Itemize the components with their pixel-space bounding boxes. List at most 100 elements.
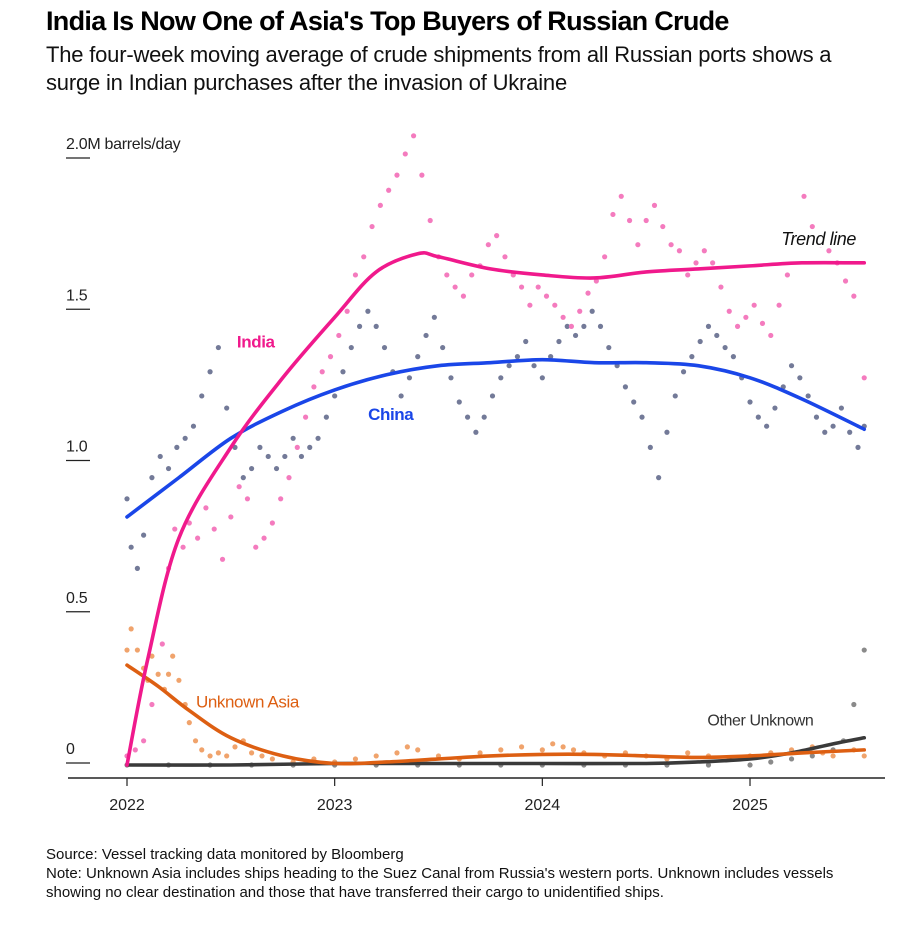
data-point [415, 354, 421, 360]
data-point [502, 254, 508, 260]
data-point [180, 544, 186, 550]
data-point [788, 756, 795, 762]
data-point [132, 747, 138, 753]
data-point [257, 444, 263, 450]
data-point [639, 414, 645, 420]
data-point [631, 399, 637, 405]
data-point [801, 193, 807, 199]
data-point [861, 647, 867, 653]
data-point [597, 323, 604, 329]
data-point [134, 647, 140, 653]
data-point [215, 750, 221, 756]
data-point [232, 744, 238, 750]
data-point [311, 384, 317, 390]
data-point [269, 756, 275, 762]
data-point [224, 405, 230, 411]
data-point [269, 520, 275, 526]
data-point [211, 526, 217, 532]
data-point [813, 414, 820, 420]
data-point [635, 242, 641, 248]
data-point [610, 211, 616, 218]
data-point [685, 750, 691, 756]
china-trend-line [125, 357, 867, 519]
data-point [365, 308, 371, 314]
data-point [539, 747, 545, 753]
data-point [518, 744, 525, 750]
chart-title: India Is Now One of Asia's Top Buyers of… [46, 6, 729, 36]
data-point [431, 314, 437, 320]
x-tick-label: 2025 [732, 797, 768, 814]
data-point [394, 172, 400, 178]
data-point [344, 308, 350, 314]
data-point [743, 314, 749, 320]
data-point [830, 753, 836, 759]
data-point [473, 429, 479, 435]
data-point [332, 393, 338, 399]
data-point [448, 375, 454, 381]
data-point [452, 284, 458, 290]
data-point [851, 701, 857, 708]
data-point [759, 320, 766, 326]
chart-area: 00.51.01.52.0M barrels/day 2022 2023 2024 2… [66, 133, 885, 814]
data-point [369, 223, 375, 230]
data-point [207, 753, 213, 759]
data-point [548, 354, 554, 360]
data-point [406, 375, 413, 381]
data-point [602, 254, 608, 260]
data-point [539, 375, 545, 381]
data-point [570, 747, 577, 753]
scatter-dots [124, 133, 867, 768]
data-point [676, 248, 683, 254]
other-unknown-label: Other Unknown [707, 713, 813, 730]
data-point [273, 465, 280, 472]
data-point [302, 414, 309, 420]
data-point [199, 393, 205, 399]
x-tick-label: 2022 [109, 797, 145, 814]
data-point [186, 720, 192, 726]
data-point [581, 323, 587, 329]
data-point [373, 753, 379, 759]
data-point [415, 747, 421, 753]
data-point [444, 272, 450, 278]
source-text: Source: Vessel tracking data monitored b… [46, 846, 404, 863]
data-point [404, 744, 410, 750]
data-point [764, 423, 770, 429]
data-point [398, 393, 404, 399]
data-point [734, 323, 741, 329]
data-point [768, 332, 774, 339]
data-point [572, 332, 579, 339]
data-point [228, 514, 234, 520]
data-point [157, 453, 163, 460]
data-point [219, 556, 226, 562]
data-point [693, 260, 699, 266]
data-point [710, 260, 716, 266]
data-point [701, 248, 707, 254]
data-point [747, 399, 753, 405]
data-point [199, 747, 205, 753]
data-point [722, 344, 728, 351]
data-point [660, 223, 666, 230]
data-point [141, 532, 147, 538]
data-point [523, 338, 529, 345]
data-point [176, 677, 182, 683]
data-point [348, 344, 354, 351]
data-point [489, 393, 496, 399]
data-point [203, 505, 209, 511]
data-point [498, 375, 504, 381]
data-point [714, 332, 720, 339]
data-point [249, 465, 255, 472]
data-point [373, 323, 379, 329]
data-point [244, 496, 251, 502]
data-point [647, 444, 653, 450]
data-point [259, 753, 265, 759]
data-point [689, 354, 695, 360]
data-point [128, 626, 134, 632]
data-point [585, 290, 591, 296]
data-point [498, 747, 504, 753]
data-point [377, 202, 383, 208]
data-point [822, 429, 828, 435]
data-point [564, 323, 570, 329]
data-point [842, 278, 849, 284]
data-point [626, 217, 633, 224]
data-point [265, 453, 271, 460]
